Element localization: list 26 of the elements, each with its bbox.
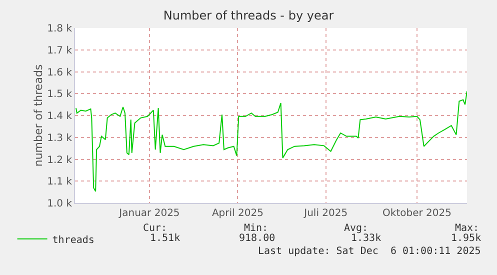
text: Max: xyxy=(455,223,480,234)
text: Cur: xyxy=(143,223,168,234)
y-tick-label: 1.3 k xyxy=(47,132,72,144)
text: Last update: Sat Dec 6 01:00:11 2025 xyxy=(258,246,481,257)
y-tick-label: 1.0 k xyxy=(47,198,72,210)
text: 1.95k xyxy=(451,233,482,244)
text: Avg: xyxy=(344,223,368,234)
text: 1.51k xyxy=(150,233,180,244)
y-tick-label: 1.8 k xyxy=(47,24,72,34)
x-tick-label: Juli 2025 xyxy=(303,208,348,219)
x-tick-label: Oktober 2025 xyxy=(382,208,452,219)
y-tick-label: 1.6 k xyxy=(47,67,72,78)
text: 918.00 xyxy=(239,233,276,244)
chart-title: Number of threads - by year xyxy=(163,8,334,22)
text: Min: xyxy=(244,223,268,234)
y-tick-label: 1.2 k xyxy=(47,154,72,166)
text: 1.33k xyxy=(351,233,382,244)
line-series xyxy=(75,90,467,192)
y-tick-label: 1.7 k xyxy=(47,45,72,56)
y-tick-label: 1.4 k xyxy=(47,111,72,122)
y-axis-title: number of threads xyxy=(32,64,46,167)
y-tick-label: 1.1 k xyxy=(47,176,72,188)
x-tick-label: Januar 2025 xyxy=(118,208,180,219)
legend-label: threads xyxy=(52,234,94,246)
x-tick-label: April 2025 xyxy=(212,208,264,219)
y-tick-label: 1.5 k xyxy=(47,89,72,100)
